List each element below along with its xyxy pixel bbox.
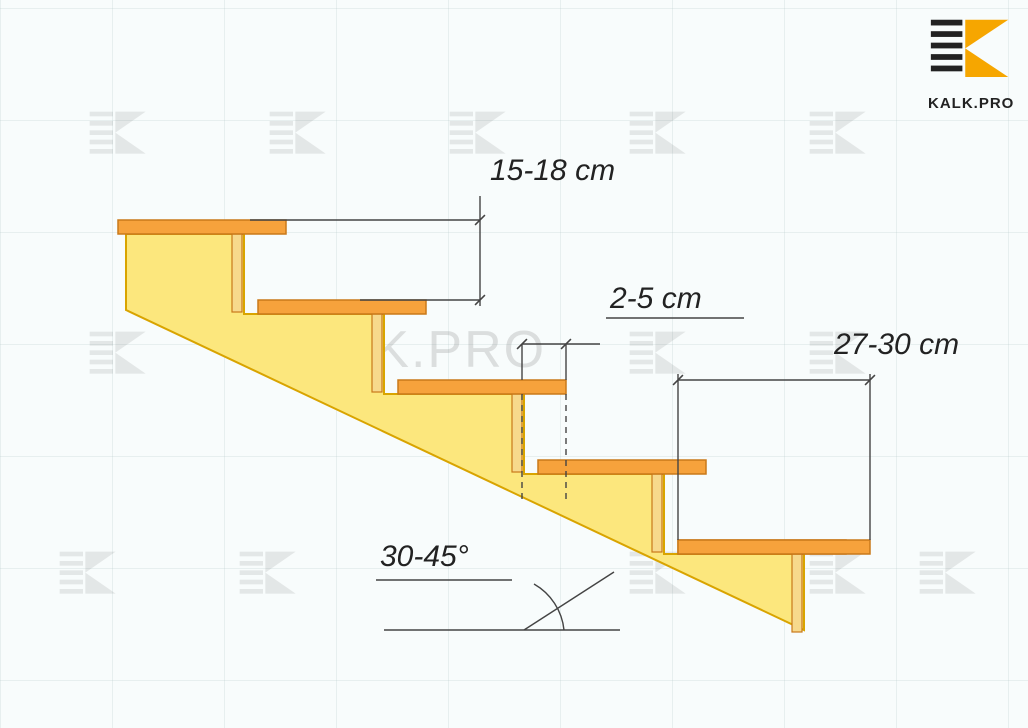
stair-diagram	[0, 0, 1028, 728]
label-nosing: 2-5 cm	[610, 282, 702, 316]
label-tread-depth: 27-30 cm	[834, 328, 959, 362]
label-riser-height: 15-18 cm	[490, 154, 615, 188]
label-angle: 30-45°	[380, 540, 469, 574]
